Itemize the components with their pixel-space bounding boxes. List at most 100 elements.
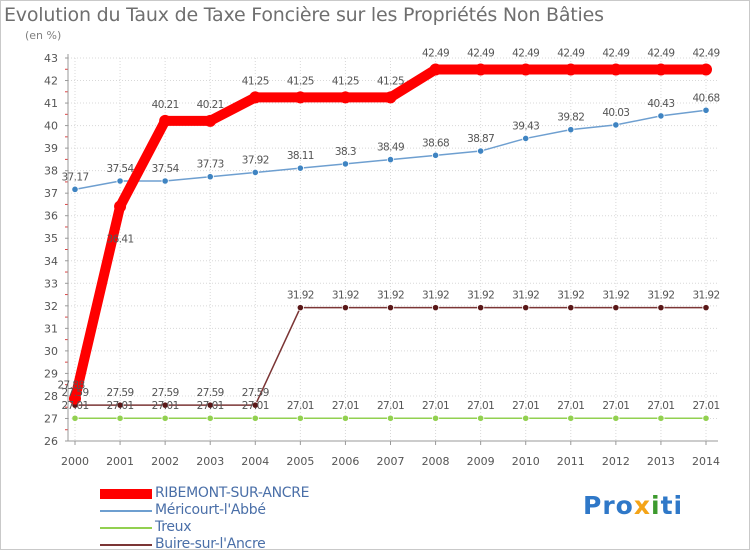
data-label: 27.01 xyxy=(602,400,629,412)
data-label: 27.01 xyxy=(242,400,269,412)
y-tick-label: 28 xyxy=(44,390,58,403)
data-label: 40.43 xyxy=(647,98,674,110)
data-point xyxy=(612,414,620,422)
data-labels: 27.01 27.01 27.01 27.01 27.01 27.01 27.01 27.01… xyxy=(57,47,720,412)
data-point xyxy=(116,414,124,422)
data-label: 27.01 xyxy=(61,400,88,412)
x-tick-label: 2010 xyxy=(512,455,540,468)
data-label: 27.01 xyxy=(377,400,404,412)
data-label: 38.3 xyxy=(335,146,356,158)
data-label: 27.01 xyxy=(647,400,674,412)
data-point xyxy=(339,91,352,104)
data-label: 42.49 xyxy=(422,47,449,59)
y-tick-label: 37 xyxy=(44,187,58,200)
data-point xyxy=(206,414,214,422)
y-tick-label: 33 xyxy=(44,277,58,290)
data-label: 41.25 xyxy=(287,75,314,87)
data-label: 37.73 xyxy=(197,159,224,171)
legend-swatch xyxy=(100,527,152,529)
data-point xyxy=(114,200,127,213)
x-tick-label: 2001 xyxy=(106,455,134,468)
legend-swatch xyxy=(100,489,152,499)
data-point xyxy=(386,156,395,164)
data-label: 31.92 xyxy=(377,290,404,302)
data-point xyxy=(161,414,169,422)
logo-letter: i xyxy=(651,491,661,520)
data-point xyxy=(431,414,440,422)
logo-letter: i xyxy=(673,491,684,520)
legend-label: Buire-sur-l'Ancre xyxy=(155,536,266,552)
data-label: 31.92 xyxy=(332,290,359,302)
data-point xyxy=(702,414,710,422)
data-label: 27.01 xyxy=(557,400,584,412)
data-point xyxy=(251,168,259,177)
data-label: 40.68 xyxy=(692,92,719,104)
y-tick-label: 40 xyxy=(44,120,58,133)
x-tick-label: 2005 xyxy=(286,455,314,468)
data-label: 31.92 xyxy=(557,290,584,302)
data-point xyxy=(159,114,172,127)
data-point xyxy=(116,177,124,185)
data-label: 27.01 xyxy=(692,400,719,412)
data-label: 42.49 xyxy=(647,47,674,59)
data-label: 37.54 xyxy=(107,163,135,175)
y-tick-label: 32 xyxy=(44,300,58,313)
legend-label: Treux xyxy=(155,519,192,535)
x-tick-label: 2007 xyxy=(377,455,405,468)
data-label: 42.49 xyxy=(557,47,584,59)
data-label: 27.01 xyxy=(512,400,539,412)
y-tick-label: 34 xyxy=(44,255,58,268)
y-tick-label: 26 xyxy=(44,435,58,448)
data-point xyxy=(249,91,262,104)
x-tick-label: 2009 xyxy=(467,455,495,468)
y-axis-unit: (en %) xyxy=(25,29,62,42)
data-point xyxy=(702,106,710,114)
data-point xyxy=(567,126,575,134)
grid-lines xyxy=(68,57,718,442)
data-point xyxy=(206,401,214,409)
x-tick-label: 2004 xyxy=(241,455,269,468)
x-tick-label: 2002 xyxy=(151,455,179,468)
data-point xyxy=(477,147,485,155)
data-label: 42.49 xyxy=(602,47,629,59)
data-label: 38.11 xyxy=(287,150,314,162)
x-tick-label: 2014 xyxy=(692,455,720,468)
logo-letter: P xyxy=(583,491,603,520)
data-point xyxy=(431,304,440,312)
data-point xyxy=(251,414,259,422)
y-tick-label: 35 xyxy=(44,232,58,245)
data-point xyxy=(341,160,350,168)
data-point xyxy=(204,114,217,127)
data-point xyxy=(564,63,577,76)
data-label: 37.17 xyxy=(61,171,88,183)
data-point xyxy=(71,185,79,193)
data-point xyxy=(612,304,620,312)
logo-letter: r xyxy=(602,491,616,520)
legend-swatch xyxy=(100,510,152,512)
data-point xyxy=(429,63,442,76)
data-label: 31.92 xyxy=(467,290,494,302)
data-point xyxy=(71,414,79,422)
data-label: 38.49 xyxy=(377,142,404,154)
legend-label: Méricourt-l'Abbé xyxy=(155,502,266,518)
data-point xyxy=(296,414,304,422)
x-tick-label: 2000 xyxy=(61,455,89,468)
data-label: 41.25 xyxy=(242,75,269,87)
data-point xyxy=(341,414,350,422)
data-label: 31.92 xyxy=(692,290,719,302)
data-point xyxy=(567,414,575,422)
data-label: 27.01 xyxy=(197,400,224,412)
data-label: 39.43 xyxy=(512,120,539,132)
data-label: 41.25 xyxy=(332,75,359,87)
data-label: 27.59 xyxy=(152,387,179,399)
data-point xyxy=(161,401,169,409)
data-point xyxy=(519,63,532,76)
data-point xyxy=(251,401,259,409)
data-label: 27.01 xyxy=(107,400,134,412)
data-label: 38.87 xyxy=(467,133,494,145)
data-point xyxy=(474,63,487,76)
logo-letter: o xyxy=(615,491,634,520)
data-point xyxy=(609,63,622,76)
